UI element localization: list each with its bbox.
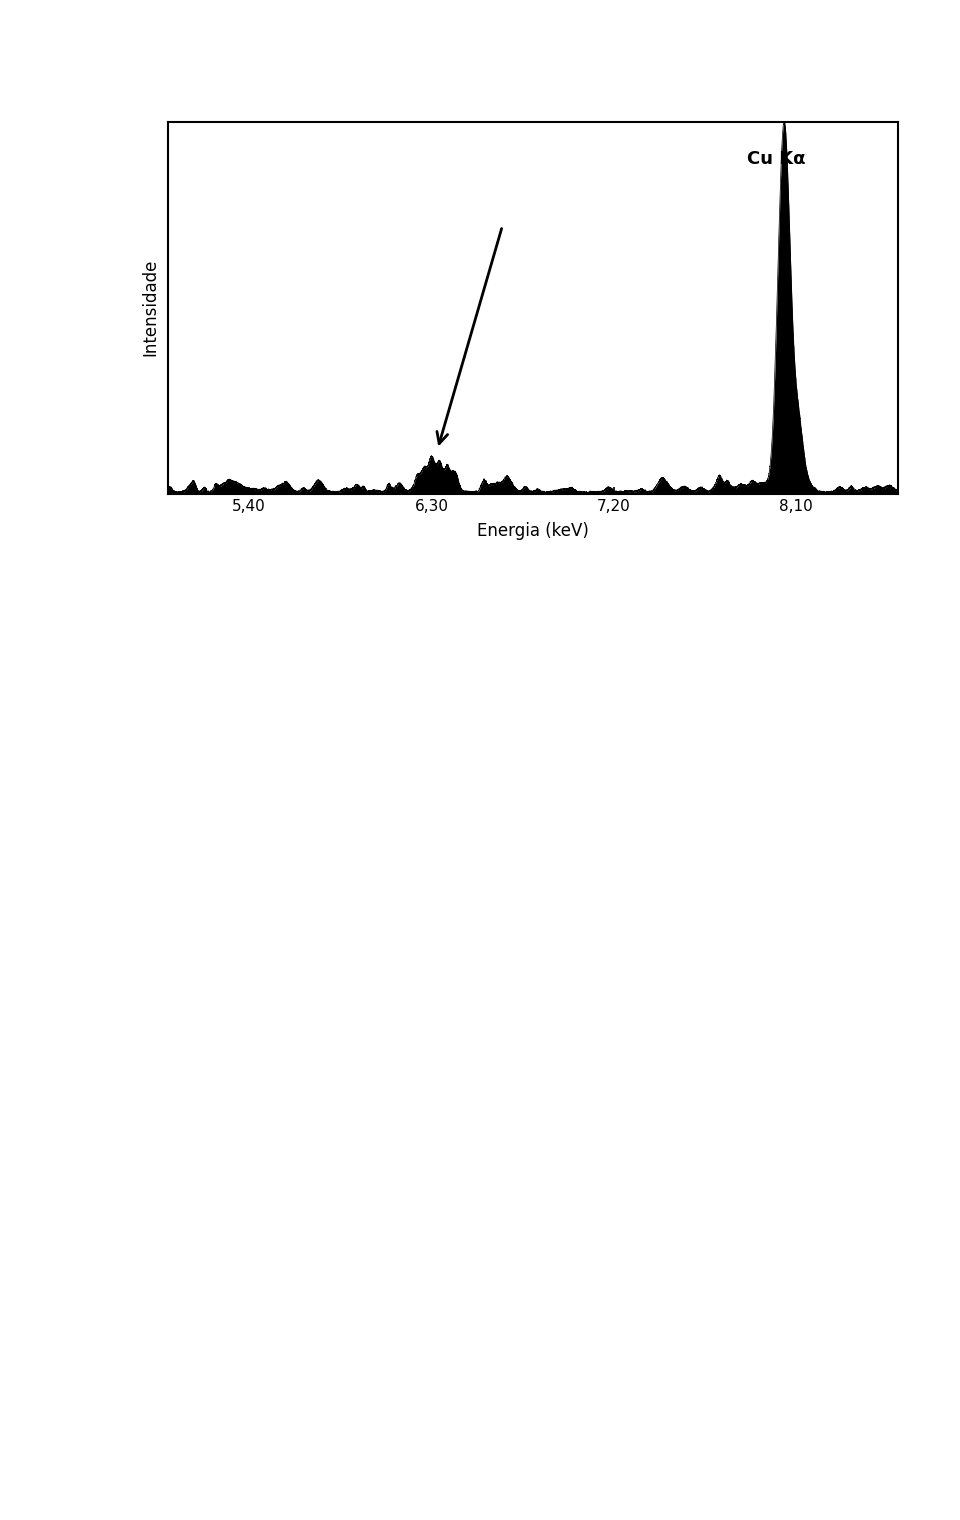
Text: Cu Kα: Cu Kα [747, 150, 805, 167]
X-axis label: Energia (keV): Energia (keV) [477, 523, 588, 540]
Y-axis label: Intensidade: Intensidade [142, 258, 159, 357]
